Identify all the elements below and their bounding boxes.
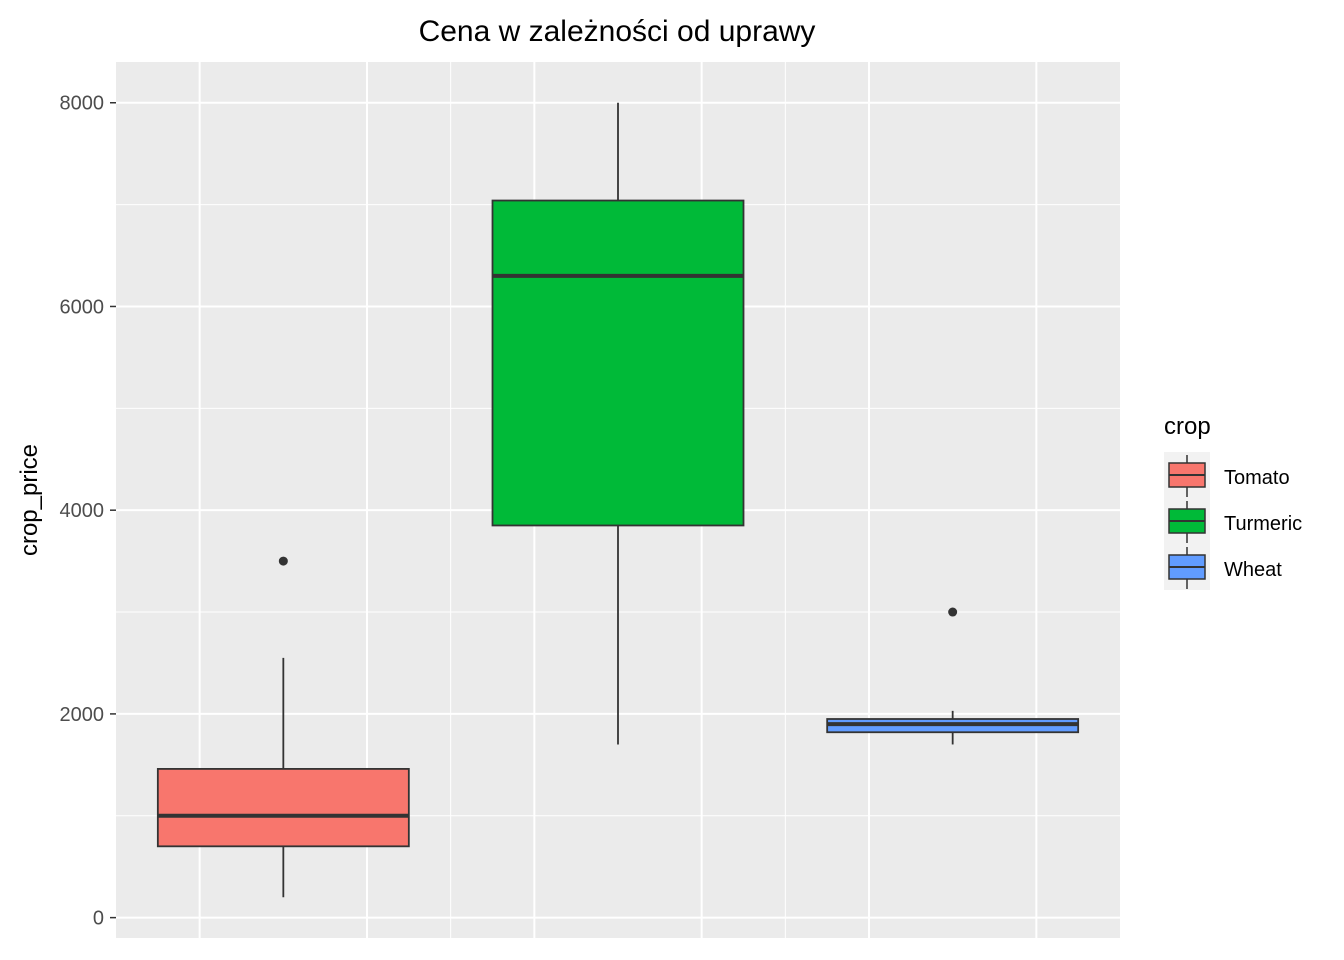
outlier-point xyxy=(278,556,288,566)
box-wheat xyxy=(826,607,1080,745)
legend-label: Turmeric xyxy=(1224,513,1302,535)
outlier-point xyxy=(948,607,958,617)
legend-key-wheat: Wheat xyxy=(1168,547,1282,589)
chart-title: Cena w zależności od uprawy xyxy=(419,15,816,48)
boxes xyxy=(156,102,1080,898)
legend-label: Wheat xyxy=(1224,559,1282,581)
y-tick-label: 8000 xyxy=(60,93,105,115)
legend-label: Tomato xyxy=(1224,467,1290,489)
legend-key-turmeric: Turmeric xyxy=(1168,501,1302,543)
box-body xyxy=(156,768,410,848)
legend-key-tomato: Tomato xyxy=(1168,455,1290,497)
legend: crop Tomato Turmeric Wheat xyxy=(1164,413,1302,590)
y-axis-title: crop_price xyxy=(16,444,43,556)
y-tick-label: 4000 xyxy=(60,500,105,522)
y-axis: 0 2000 4000 6000 8000 xyxy=(60,93,116,930)
y-tick-label: 0 xyxy=(93,908,104,930)
box-tomato xyxy=(156,556,410,898)
y-tick-label: 2000 xyxy=(60,704,105,726)
y-tick-label: 6000 xyxy=(60,296,105,318)
box-turmeric xyxy=(491,102,745,745)
legend-title: crop xyxy=(1164,413,1211,440)
box-body xyxy=(491,199,745,527)
